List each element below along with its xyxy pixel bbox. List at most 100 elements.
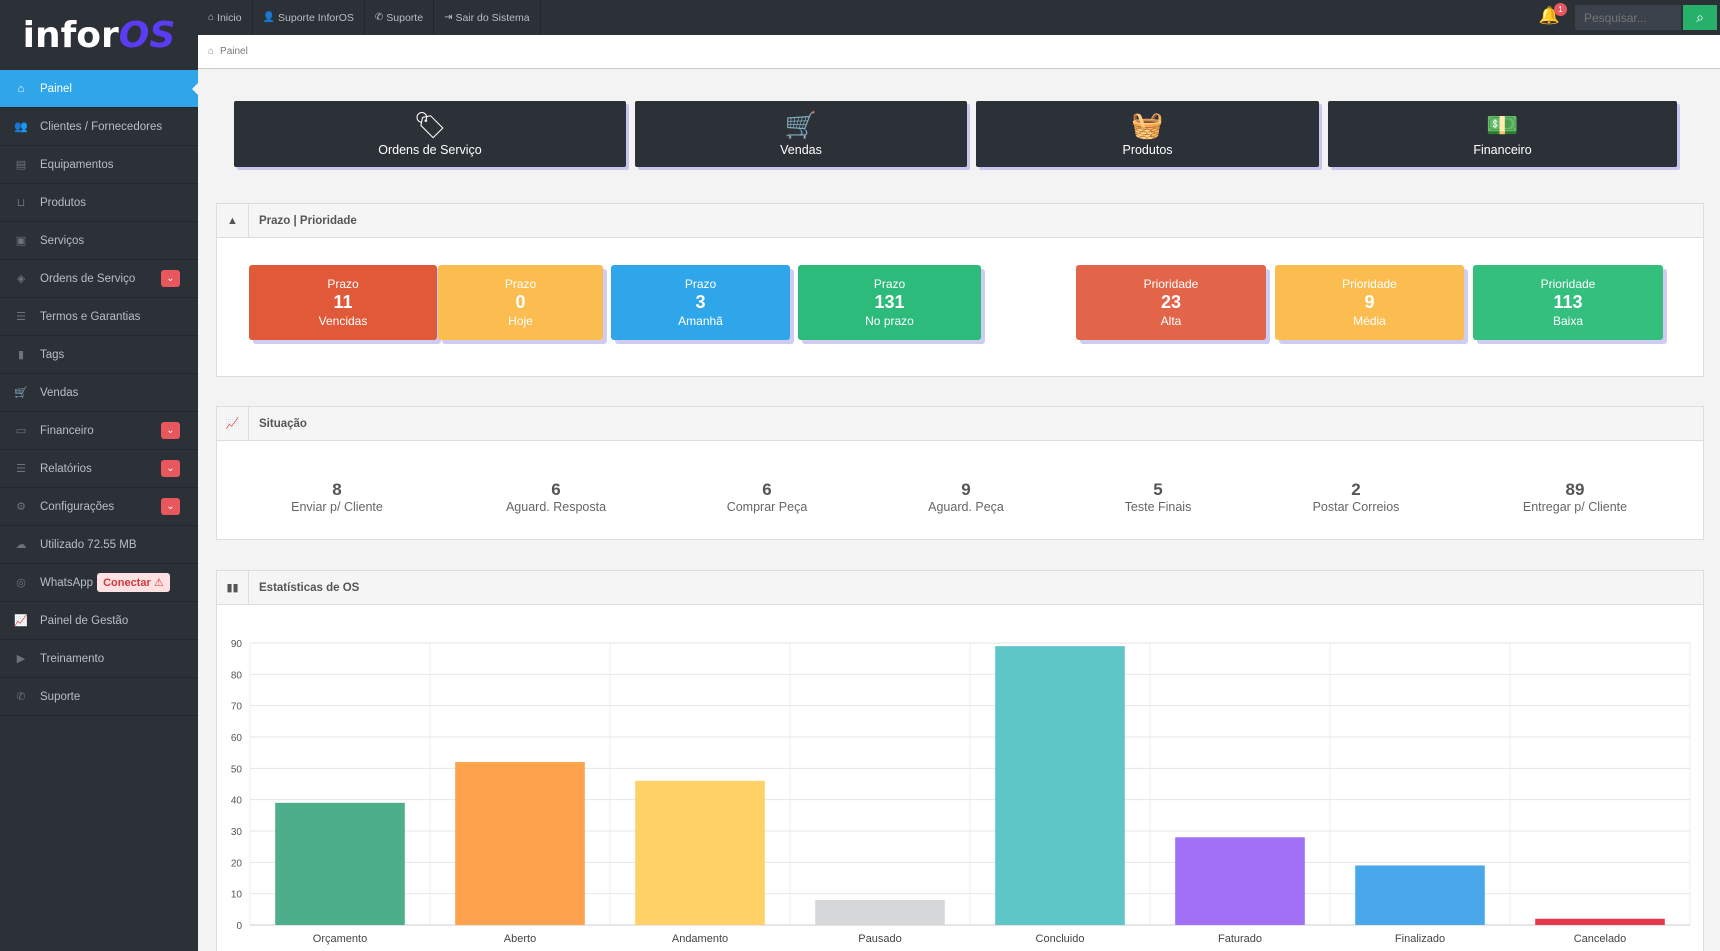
top-link-suporte[interactable]: ✆ Suporte [365, 0, 435, 35]
status-card[interactable]: Prioridade 23 Alta [1076, 265, 1266, 340]
tile-ordens-servico[interactable]: 🏷 Ordens de Serviço [234, 101, 626, 167]
status-card[interactable]: Prazo 131 No prazo [798, 265, 981, 340]
search-button[interactable]: ⌕ [1683, 5, 1717, 30]
x-tick-label: Faturado [1218, 933, 1262, 945]
bar [1355, 865, 1485, 925]
sidebar-item-tags[interactable]: ▮ Tags [0, 336, 198, 374]
panel-header: ▲ Prazo | Prioridade [217, 203, 1703, 238]
situacao-item[interactable]: 9 Aguard. Peça [886, 480, 1046, 514]
status-card[interactable]: Prazo 11 Vencidas [249, 265, 437, 340]
sidebar-item-equipamentos[interactable]: ▤ Equipamentos [0, 146, 198, 184]
situacao-item[interactable]: 6 Aguard. Resposta [476, 480, 636, 514]
warning-icon: ▲ [217, 203, 249, 238]
logo[interactable]: inforOS [0, 0, 198, 70]
card-sub: Baixa [1552, 314, 1584, 328]
tile-financeiro[interactable]: 💵 Financeiro [1328, 101, 1677, 167]
cogs-icon: ⚙ [16, 501, 26, 513]
situacao-item[interactable]: 2 Postar Correios [1276, 480, 1436, 514]
situacao-item[interactable]: 89 Entregar p/ Cliente [1495, 480, 1655, 514]
logo-accent-text: OS [118, 14, 176, 56]
status-card[interactable]: Prioridade 9 Média [1275, 265, 1464, 340]
card-value: 0 [515, 292, 526, 312]
chevron-down-icon[interactable]: ⌄ [161, 498, 180, 515]
sidebar-item-vendas[interactable]: 🛒 Vendas [0, 374, 198, 412]
card-sub: Vencidas [318, 314, 368, 328]
panel-title: Prazo | Prioridade [259, 214, 357, 227]
sidebar-item-termos[interactable]: ☰ Termos e Garantias [0, 298, 198, 336]
situacao-value: 6 [762, 480, 772, 499]
situacao-label: Comprar Peça [726, 500, 808, 514]
tile-vendas[interactable]: 🛒 Vendas [635, 101, 967, 167]
tags-icon: 🏷 [413, 110, 447, 140]
notification-bell[interactable]: 🔔 1 [1539, 3, 1567, 26]
x-tick-label: Aberto [504, 933, 536, 945]
card-label: Prazo [873, 277, 906, 291]
situacao-label: Entregar p/ Cliente [1522, 500, 1628, 514]
card-sub: Hoje [508, 314, 533, 328]
tile-label: Produtos [1122, 143, 1173, 157]
situacao-item[interactable]: 5 Teste Finais [1078, 480, 1238, 514]
situacao-value: 9 [961, 480, 971, 499]
situacao-panel: 📈 Situação [216, 406, 1704, 540]
y-tick-label: 50 [231, 764, 243, 775]
chevron-down-icon[interactable]: ⌄ [161, 270, 180, 287]
sidebar-item-configuracoes[interactable]: ⚙ Configurações ⌄ [0, 488, 198, 526]
sidebar-item-storage: ☁ Utilizado 72.55 MB [0, 526, 198, 564]
home-icon: ⌂ [208, 12, 215, 23]
card-label: Prioridade [1342, 277, 1397, 291]
top-link-sair[interactable]: ⇥ Sair do Sistema [434, 0, 541, 35]
x-tick-label: Orçamento [313, 933, 367, 945]
sidebar-item-treinamento[interactable]: ▶ Treinamento [0, 640, 198, 678]
panel-title: Situação [259, 417, 307, 430]
status-card[interactable]: Prioridade 113 Baixa [1473, 265, 1663, 340]
sidebar-item-label: Financeiro [40, 424, 94, 437]
briefcase-icon: ▣ [15, 235, 27, 247]
panel-header: ▮▮ Estatísticas de OS [217, 570, 1703, 605]
sidebar-item-clientes[interactable]: 👥 Clientes / Fornecedores [0, 108, 198, 146]
chevron-down-icon[interactable]: ⌄ [161, 460, 180, 477]
user-icon: 👤 [262, 12, 276, 23]
y-tick-label: 30 [231, 827, 243, 838]
situacao-label: Teste Finais [1124, 500, 1192, 514]
chevron-down-icon[interactable]: ⌄ [161, 422, 180, 439]
bar [815, 899, 945, 925]
sidebar-item-label: Equipamentos [40, 158, 114, 171]
sidebar-item-suporte[interactable]: ✆ Suporte [0, 678, 198, 716]
chart-line-icon: 📈 [14, 615, 28, 627]
sidebar-item-produtos[interactable]: ⊔ Produtos [0, 184, 198, 222]
tile-produtos[interactable]: 🧺 Produtos [976, 101, 1319, 167]
logout-icon: ⇥ [444, 12, 453, 23]
sidebar-item-painel[interactable]: ⌂ Painel [0, 70, 199, 108]
sidebar-item-ordens-servico[interactable]: ◈ Ordens de Serviço ⌄ [0, 260, 198, 298]
y-tick-label: 70 [231, 702, 243, 713]
sidebar-item-label: Ordens de Serviço [40, 272, 136, 285]
sidebar-item-painel-gestao[interactable]: 📈 Painel de Gestão [0, 602, 198, 640]
breadcrumb-item[interactable]: Painel [220, 46, 248, 57]
situacao-item[interactable]: 8 Enviar p/ Cliente [257, 480, 417, 514]
sidebar-item-relatorios[interactable]: ☰ Relatórios ⌄ [0, 450, 198, 488]
sidebar-item-whatsapp[interactable]: ◎ WhatsApp Conectar ⚠ [0, 564, 198, 602]
situacao-item[interactable]: 6 Comprar Peça [687, 480, 847, 514]
status-card[interactable]: Prazo 0 Hoje [438, 265, 603, 340]
sidebar-item-servicos[interactable]: ▣ Serviços [0, 222, 198, 260]
sidebar-item-label: WhatsApp [40, 576, 94, 589]
status-card[interactable]: Prazo 3 Amanhã [611, 265, 790, 340]
server-icon: ▤ [15, 159, 27, 171]
card-label: Prazo [684, 277, 717, 291]
top-link-suporte-inforos[interactable]: 👤 Suporte InforOS [253, 0, 365, 35]
card-value: 11 [333, 292, 353, 312]
y-tick-label: 40 [231, 796, 243, 807]
y-tick-label: 10 [231, 890, 243, 901]
whatsapp-connect-button[interactable]: Conectar ⚠ [97, 573, 170, 592]
y-tick-label: 0 [236, 921, 242, 932]
sidebar-item-label: Treinamento [40, 652, 105, 665]
search-input[interactable] [1575, 5, 1681, 30]
card-sub: No prazo [865, 314, 914, 328]
bookmark-icon: ▮ [17, 349, 25, 361]
sidebar-item-label: Produtos [40, 196, 87, 209]
sidebar-item-label: Painel de Gestão [40, 614, 129, 627]
sidebar-item-financeiro[interactable]: ▭ Financeiro ⌄ [0, 412, 198, 450]
situacao-label: Aguard. Resposta [505, 500, 607, 514]
panel-header: 📈 Situação [217, 406, 1703, 441]
top-link-inicio[interactable]: ⌂ Inicio [198, 0, 253, 35]
